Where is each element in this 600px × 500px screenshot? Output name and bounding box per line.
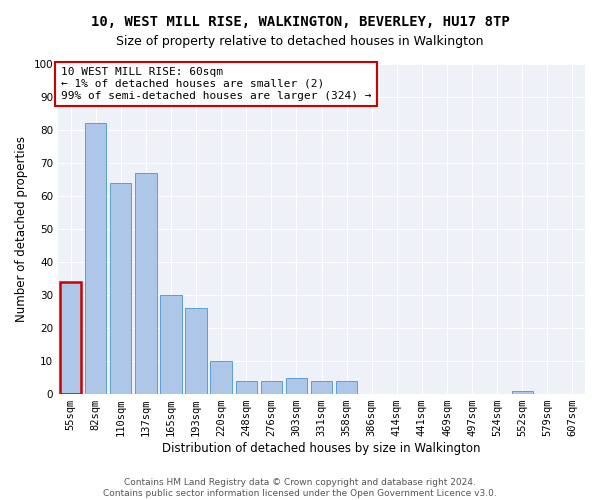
Bar <box>286 378 307 394</box>
Text: 10, WEST MILL RISE, WALKINGTON, BEVERLEY, HU17 8TP: 10, WEST MILL RISE, WALKINGTON, BEVERLEY… <box>91 15 509 29</box>
Bar <box>211 361 232 394</box>
Bar <box>135 173 157 394</box>
X-axis label: Distribution of detached houses by size in Walkington: Distribution of detached houses by size … <box>162 442 481 455</box>
Bar <box>336 381 357 394</box>
Bar <box>311 381 332 394</box>
Text: Size of property relative to detached houses in Walkington: Size of property relative to detached ho… <box>116 35 484 48</box>
Bar <box>110 183 131 394</box>
Y-axis label: Number of detached properties: Number of detached properties <box>15 136 28 322</box>
Bar <box>512 391 533 394</box>
Bar <box>236 381 257 394</box>
Bar <box>260 381 282 394</box>
Bar <box>185 308 207 394</box>
Text: Contains HM Land Registry data © Crown copyright and database right 2024.
Contai: Contains HM Land Registry data © Crown c… <box>103 478 497 498</box>
Bar <box>85 124 106 394</box>
Bar <box>60 282 81 394</box>
Text: 10 WEST MILL RISE: 60sqm
← 1% of detached houses are smaller (2)
99% of semi-det: 10 WEST MILL RISE: 60sqm ← 1% of detache… <box>61 68 371 100</box>
Bar <box>160 295 182 394</box>
